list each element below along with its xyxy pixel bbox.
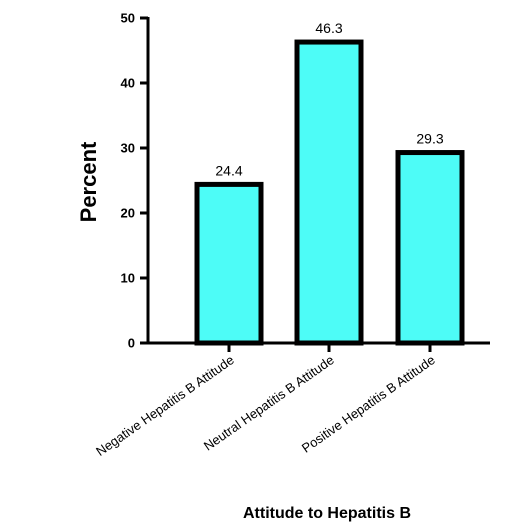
bar-value-label: 29.3 [416,131,443,147]
bar [395,150,465,346]
x-axis-title: Attitude to Hepatitis B [243,505,411,522]
y-tick-label: 0 [128,336,135,351]
data-labels: 24.4 46.3 29.3 [215,20,443,178]
y-axis: 0 10 20 30 40 50 [121,11,150,351]
y-tick-label: 50 [121,11,135,26]
bar [294,39,364,346]
bar-value-label: 24.4 [215,162,242,178]
bar-value-label: 46.3 [315,20,342,36]
y-tick-label: 30 [121,141,135,156]
y-axis-title: Percent [76,141,101,222]
y-tick-label: 20 [121,206,135,221]
y-tick-label: 40 [121,76,135,91]
y-tick-label: 10 [121,271,135,286]
bar [194,181,264,346]
bars [194,39,465,346]
